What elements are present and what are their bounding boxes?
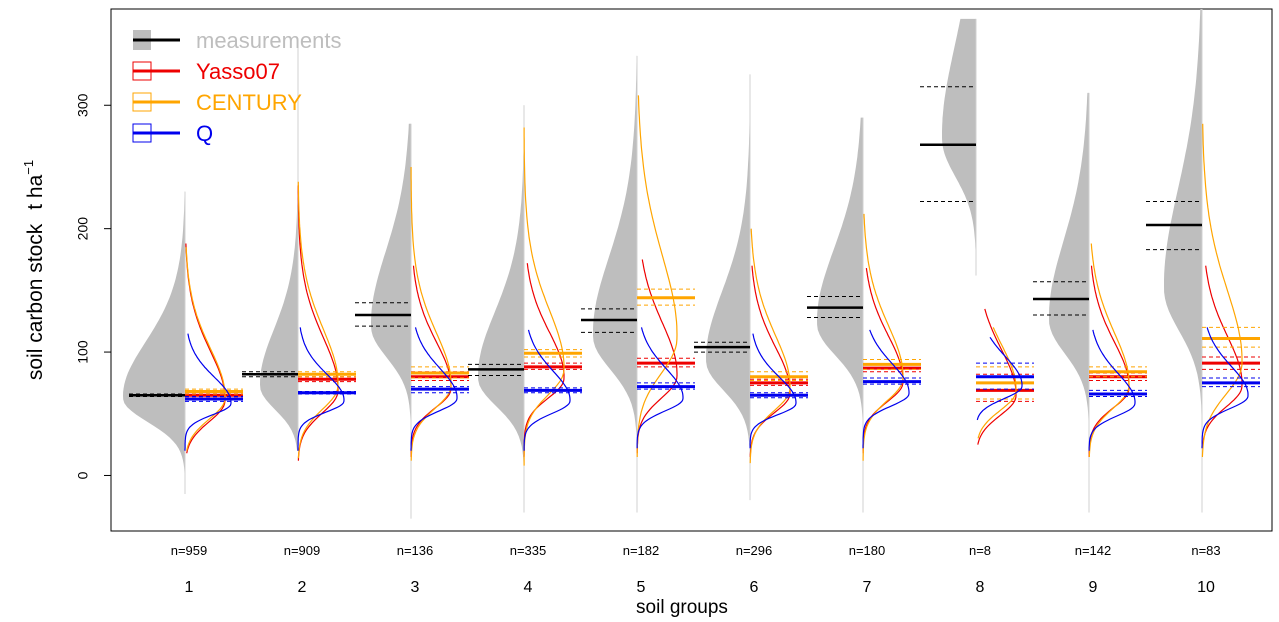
- q-density: [862, 329, 910, 449]
- yasso07-density: [749, 265, 791, 457]
- q-density: [1201, 327, 1249, 449]
- legend-item-measurements: measurements: [133, 28, 342, 53]
- century-density: [410, 167, 452, 461]
- soil-group-1: [123, 191, 243, 494]
- x-tick-label: 6: [750, 579, 759, 596]
- sample-count-label: n=296: [736, 543, 773, 558]
- q-density: [976, 336, 1023, 421]
- soil-group-2: [242, 43, 356, 461]
- century-density: [636, 95, 678, 457]
- soil-group-5: [581, 55, 695, 513]
- x-tick-label: 2: [298, 579, 307, 596]
- legend-item-century: CENTURY: [132, 90, 302, 115]
- sample-count-label: n=142: [1075, 543, 1112, 558]
- yasso07-density: [523, 263, 565, 458]
- sample-count-label: n=909: [284, 543, 321, 558]
- y-axis-label-exponent: −1: [21, 160, 36, 175]
- x-tick-label: 7: [863, 579, 872, 596]
- legend-label: measurements: [196, 28, 342, 53]
- century-density: [749, 228, 791, 464]
- soil-group-10: [1146, 9, 1260, 513]
- measurement-density: [1049, 92, 1089, 513]
- y-axis-label-main: soil carbon stock: [24, 223, 47, 380]
- century-density: [523, 127, 565, 466]
- yasso07-density: [1088, 265, 1130, 458]
- measurement-density: [371, 123, 411, 519]
- sample-count-label: n=180: [849, 543, 886, 558]
- x-tick-label: 5: [637, 579, 646, 596]
- y-tick-label: 300: [75, 93, 91, 117]
- century-density: [1088, 243, 1130, 458]
- soil-group-8: [920, 18, 1034, 445]
- yasso07-density: [636, 259, 678, 454]
- legend-item-yasso07: Yasso07: [132, 59, 280, 84]
- soil-group-3: [355, 123, 469, 519]
- yasso07-density: [410, 265, 452, 458]
- x-tick-label: 4: [524, 579, 533, 596]
- q-density: [184, 333, 232, 451]
- sample-count-label: n=959: [171, 543, 208, 558]
- measurement-density: [593, 55, 637, 513]
- measurement-density: [260, 43, 298, 451]
- soil-group-9: [1033, 92, 1147, 513]
- q-density: [749, 333, 797, 449]
- x-tick-label: 9: [1089, 579, 1098, 596]
- y-tick-label: 100: [75, 340, 91, 364]
- measurement-density: [123, 191, 185, 494]
- sample-count-label: n=136: [397, 543, 434, 558]
- sample-count-label: n=8: [969, 543, 991, 558]
- soil-group-7: [807, 117, 921, 513]
- measurement-density: [817, 117, 863, 513]
- x-axis: n=959 1 n=909 2 n=136 3 n=335 4 n=182 5 n=296 6 n=18…: [171, 543, 1221, 596]
- legend-item-q: Q: [132, 121, 213, 146]
- y-tick-label: 200: [75, 217, 91, 241]
- legend-label: CENTURY: [196, 90, 302, 115]
- x-tick-label: 3: [411, 579, 420, 596]
- century-density: [862, 213, 904, 461]
- soil-group-6: [694, 74, 808, 501]
- y-axis: 0 100 200 300: [75, 93, 111, 479]
- legend-label: Q: [196, 121, 213, 146]
- sample-count-label: n=182: [623, 543, 660, 558]
- measurement-density: [478, 105, 524, 513]
- legend: measurements Yasso07 CENTURY Q: [132, 28, 342, 146]
- measurement-density: [1164, 9, 1202, 513]
- y-tick-label: 0: [75, 471, 91, 479]
- legend-label: Yasso07: [196, 59, 280, 84]
- sample-count-label: n=83: [1191, 543, 1220, 558]
- plot-frame: [110, 8, 1273, 532]
- soil-group-4: [468, 105, 582, 513]
- x-tick-label: 10: [1197, 579, 1215, 596]
- yasso07-density: [297, 185, 339, 461]
- x-axis-label: soil groups: [636, 597, 728, 618]
- violins-layer: [123, 9, 1260, 519]
- y-axis-label: soil carbon stock t ha−1: [21, 160, 47, 380]
- century-density: [297, 181, 339, 459]
- x-tick-label: 1: [185, 579, 194, 596]
- measurement-density: [706, 74, 750, 501]
- yasso07-density: [862, 268, 904, 454]
- q-density: [297, 327, 345, 451]
- sample-count-label: n=335: [510, 543, 547, 558]
- y-axis-label-unit: t ha: [24, 174, 47, 209]
- century-density: [1201, 123, 1243, 458]
- x-tick-label: 8: [976, 579, 985, 596]
- measurement-density: [942, 18, 976, 276]
- century-density: [185, 247, 226, 451]
